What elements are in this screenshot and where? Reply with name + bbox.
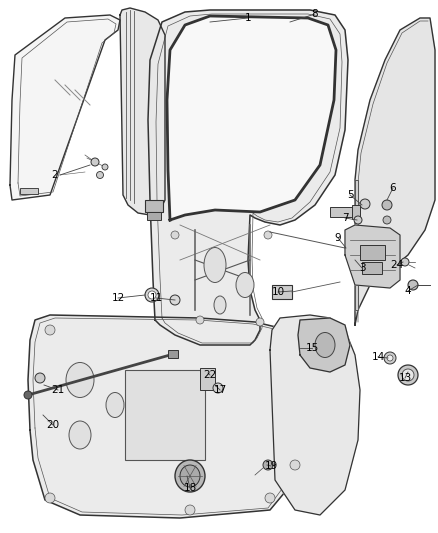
Text: 12: 12 xyxy=(111,293,125,303)
Bar xyxy=(147,212,161,220)
Circle shape xyxy=(45,493,55,503)
Text: 19: 19 xyxy=(265,461,278,471)
Circle shape xyxy=(171,231,179,239)
Polygon shape xyxy=(298,318,350,372)
Text: 22: 22 xyxy=(203,370,217,380)
Circle shape xyxy=(264,231,272,239)
Ellipse shape xyxy=(236,272,254,297)
Circle shape xyxy=(170,295,180,305)
Circle shape xyxy=(382,200,392,210)
Circle shape xyxy=(24,391,32,399)
Ellipse shape xyxy=(180,465,200,487)
Text: 21: 21 xyxy=(51,385,65,395)
Circle shape xyxy=(96,172,103,179)
Text: 7: 7 xyxy=(342,213,348,223)
Circle shape xyxy=(45,325,55,335)
Circle shape xyxy=(256,318,264,326)
Bar xyxy=(168,350,178,358)
Circle shape xyxy=(265,493,275,503)
Polygon shape xyxy=(167,16,336,220)
Bar xyxy=(352,205,360,219)
Circle shape xyxy=(102,164,108,170)
Text: 1: 1 xyxy=(245,13,251,23)
Bar xyxy=(362,262,382,274)
Polygon shape xyxy=(148,10,348,345)
Text: 14: 14 xyxy=(371,352,385,362)
Bar xyxy=(330,207,352,217)
Ellipse shape xyxy=(106,392,124,417)
Circle shape xyxy=(91,158,99,166)
Circle shape xyxy=(145,288,159,302)
Text: 11: 11 xyxy=(149,293,162,303)
Text: 17: 17 xyxy=(213,385,226,395)
Text: 18: 18 xyxy=(184,483,197,493)
Polygon shape xyxy=(270,315,360,515)
Ellipse shape xyxy=(66,362,94,398)
Circle shape xyxy=(196,316,204,324)
Circle shape xyxy=(408,280,418,290)
Text: 13: 13 xyxy=(399,373,412,383)
Ellipse shape xyxy=(69,421,91,449)
Bar xyxy=(272,285,292,299)
Text: 4: 4 xyxy=(405,286,411,296)
Ellipse shape xyxy=(204,247,226,282)
Circle shape xyxy=(398,365,418,385)
Ellipse shape xyxy=(175,460,205,492)
Circle shape xyxy=(35,373,45,383)
Circle shape xyxy=(185,505,195,515)
Text: 24: 24 xyxy=(390,260,404,270)
Polygon shape xyxy=(355,180,358,310)
Circle shape xyxy=(401,258,409,266)
Polygon shape xyxy=(28,315,325,518)
Text: 9: 9 xyxy=(335,233,341,243)
Circle shape xyxy=(383,216,391,224)
Polygon shape xyxy=(355,18,435,325)
Text: 3: 3 xyxy=(359,263,365,273)
Circle shape xyxy=(263,460,273,470)
Bar xyxy=(360,245,385,260)
Bar xyxy=(145,200,163,212)
Circle shape xyxy=(384,352,396,364)
Circle shape xyxy=(290,460,300,470)
Text: 10: 10 xyxy=(272,287,285,297)
Circle shape xyxy=(402,369,414,381)
Circle shape xyxy=(213,383,223,393)
Text: 2: 2 xyxy=(52,170,58,180)
Text: 20: 20 xyxy=(46,420,60,430)
Circle shape xyxy=(360,199,370,209)
Bar xyxy=(20,188,38,194)
Polygon shape xyxy=(10,15,120,200)
Circle shape xyxy=(354,216,362,224)
Text: 8: 8 xyxy=(312,9,318,19)
Polygon shape xyxy=(120,8,165,215)
Bar xyxy=(200,368,215,390)
Text: 5: 5 xyxy=(347,190,353,200)
Circle shape xyxy=(148,291,156,299)
Ellipse shape xyxy=(214,296,226,314)
Ellipse shape xyxy=(315,333,335,358)
Circle shape xyxy=(387,355,393,361)
Text: 6: 6 xyxy=(390,183,396,193)
Polygon shape xyxy=(345,225,400,288)
Text: 15: 15 xyxy=(305,343,318,353)
Bar xyxy=(125,370,205,460)
